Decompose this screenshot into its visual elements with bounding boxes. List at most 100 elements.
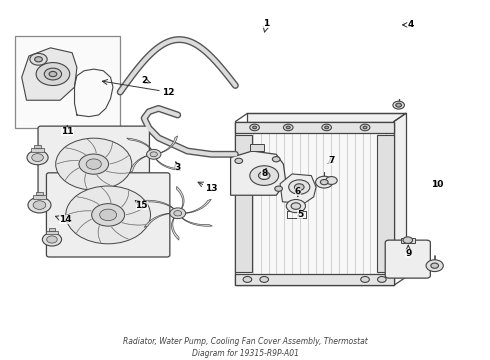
Bar: [235, 135, 252, 272]
Circle shape: [403, 237, 413, 243]
Circle shape: [28, 197, 51, 213]
Circle shape: [275, 186, 282, 191]
Circle shape: [170, 208, 186, 219]
Bar: [32, 195, 47, 199]
Polygon shape: [122, 190, 129, 207]
Text: 4: 4: [402, 21, 414, 30]
Polygon shape: [126, 205, 147, 215]
Text: 12: 12: [102, 80, 174, 96]
Circle shape: [426, 260, 443, 271]
Circle shape: [322, 124, 331, 131]
Circle shape: [286, 126, 290, 129]
Polygon shape: [186, 199, 211, 213]
Circle shape: [286, 199, 305, 213]
Bar: [34, 145, 41, 148]
Polygon shape: [161, 136, 177, 153]
Circle shape: [99, 209, 117, 221]
Text: 14: 14: [55, 215, 71, 224]
Circle shape: [56, 138, 132, 190]
Circle shape: [30, 53, 47, 65]
Circle shape: [253, 126, 257, 129]
Text: 10: 10: [431, 180, 443, 189]
Circle shape: [283, 124, 293, 131]
Polygon shape: [156, 159, 181, 171]
Polygon shape: [176, 186, 184, 208]
Text: 5: 5: [297, 210, 303, 219]
Polygon shape: [127, 138, 151, 150]
FancyBboxPatch shape: [385, 240, 430, 278]
Text: 11: 11: [61, 126, 74, 136]
Polygon shape: [56, 160, 79, 164]
Polygon shape: [22, 48, 77, 100]
Circle shape: [316, 176, 333, 188]
Circle shape: [393, 101, 404, 109]
Text: 15: 15: [135, 201, 148, 210]
Circle shape: [174, 211, 182, 216]
FancyBboxPatch shape: [38, 126, 149, 202]
Circle shape: [35, 57, 42, 62]
Circle shape: [243, 276, 252, 282]
Circle shape: [250, 124, 259, 131]
Text: 6: 6: [294, 188, 301, 197]
Polygon shape: [122, 222, 147, 225]
Bar: [377, 135, 394, 272]
Circle shape: [289, 180, 310, 194]
Polygon shape: [144, 213, 170, 227]
Text: 8: 8: [261, 168, 268, 179]
Bar: [46, 231, 58, 234]
Circle shape: [33, 201, 46, 210]
Polygon shape: [182, 218, 212, 226]
Text: 3: 3: [174, 162, 181, 172]
Polygon shape: [110, 156, 129, 164]
Circle shape: [47, 236, 57, 243]
Text: Radiator, Water Pump, Cooling Fan Cover Assembly, Thermostat
Diagram for 19315-R: Radiator, Water Pump, Cooling Fan Cover …: [122, 337, 368, 358]
Circle shape: [363, 126, 367, 129]
Text: 1: 1: [263, 19, 270, 32]
Polygon shape: [97, 175, 112, 186]
Circle shape: [86, 159, 101, 169]
Circle shape: [250, 166, 279, 185]
Bar: [235, 274, 394, 285]
Polygon shape: [87, 139, 97, 153]
Polygon shape: [172, 218, 179, 240]
Circle shape: [92, 204, 124, 226]
Polygon shape: [106, 171, 129, 173]
Circle shape: [320, 180, 328, 185]
Text: 9: 9: [405, 246, 412, 258]
Circle shape: [396, 103, 401, 107]
Circle shape: [79, 154, 108, 174]
Circle shape: [431, 263, 439, 268]
Circle shape: [291, 203, 301, 209]
FancyBboxPatch shape: [47, 173, 170, 257]
Circle shape: [36, 63, 70, 85]
Circle shape: [150, 152, 157, 157]
Circle shape: [32, 154, 43, 162]
Text: 2: 2: [141, 76, 150, 85]
Circle shape: [326, 176, 337, 184]
Polygon shape: [65, 168, 79, 180]
Polygon shape: [76, 197, 99, 204]
Text: 13: 13: [198, 182, 218, 193]
Circle shape: [325, 126, 329, 129]
Circle shape: [272, 157, 280, 162]
Polygon shape: [143, 200, 173, 209]
Circle shape: [294, 184, 304, 190]
Bar: [49, 228, 55, 231]
Polygon shape: [130, 156, 147, 173]
Bar: [36, 192, 43, 195]
Circle shape: [49, 71, 57, 77]
Polygon shape: [67, 211, 91, 215]
Circle shape: [44, 68, 62, 80]
Polygon shape: [98, 225, 101, 243]
Circle shape: [360, 124, 370, 131]
Bar: [15, 36, 120, 128]
Polygon shape: [106, 142, 112, 157]
Circle shape: [147, 149, 161, 159]
Circle shape: [361, 276, 369, 282]
Circle shape: [66, 186, 150, 244]
Polygon shape: [111, 227, 129, 239]
Polygon shape: [76, 219, 92, 233]
Circle shape: [260, 276, 269, 282]
Bar: [235, 122, 394, 285]
Polygon shape: [280, 174, 316, 203]
